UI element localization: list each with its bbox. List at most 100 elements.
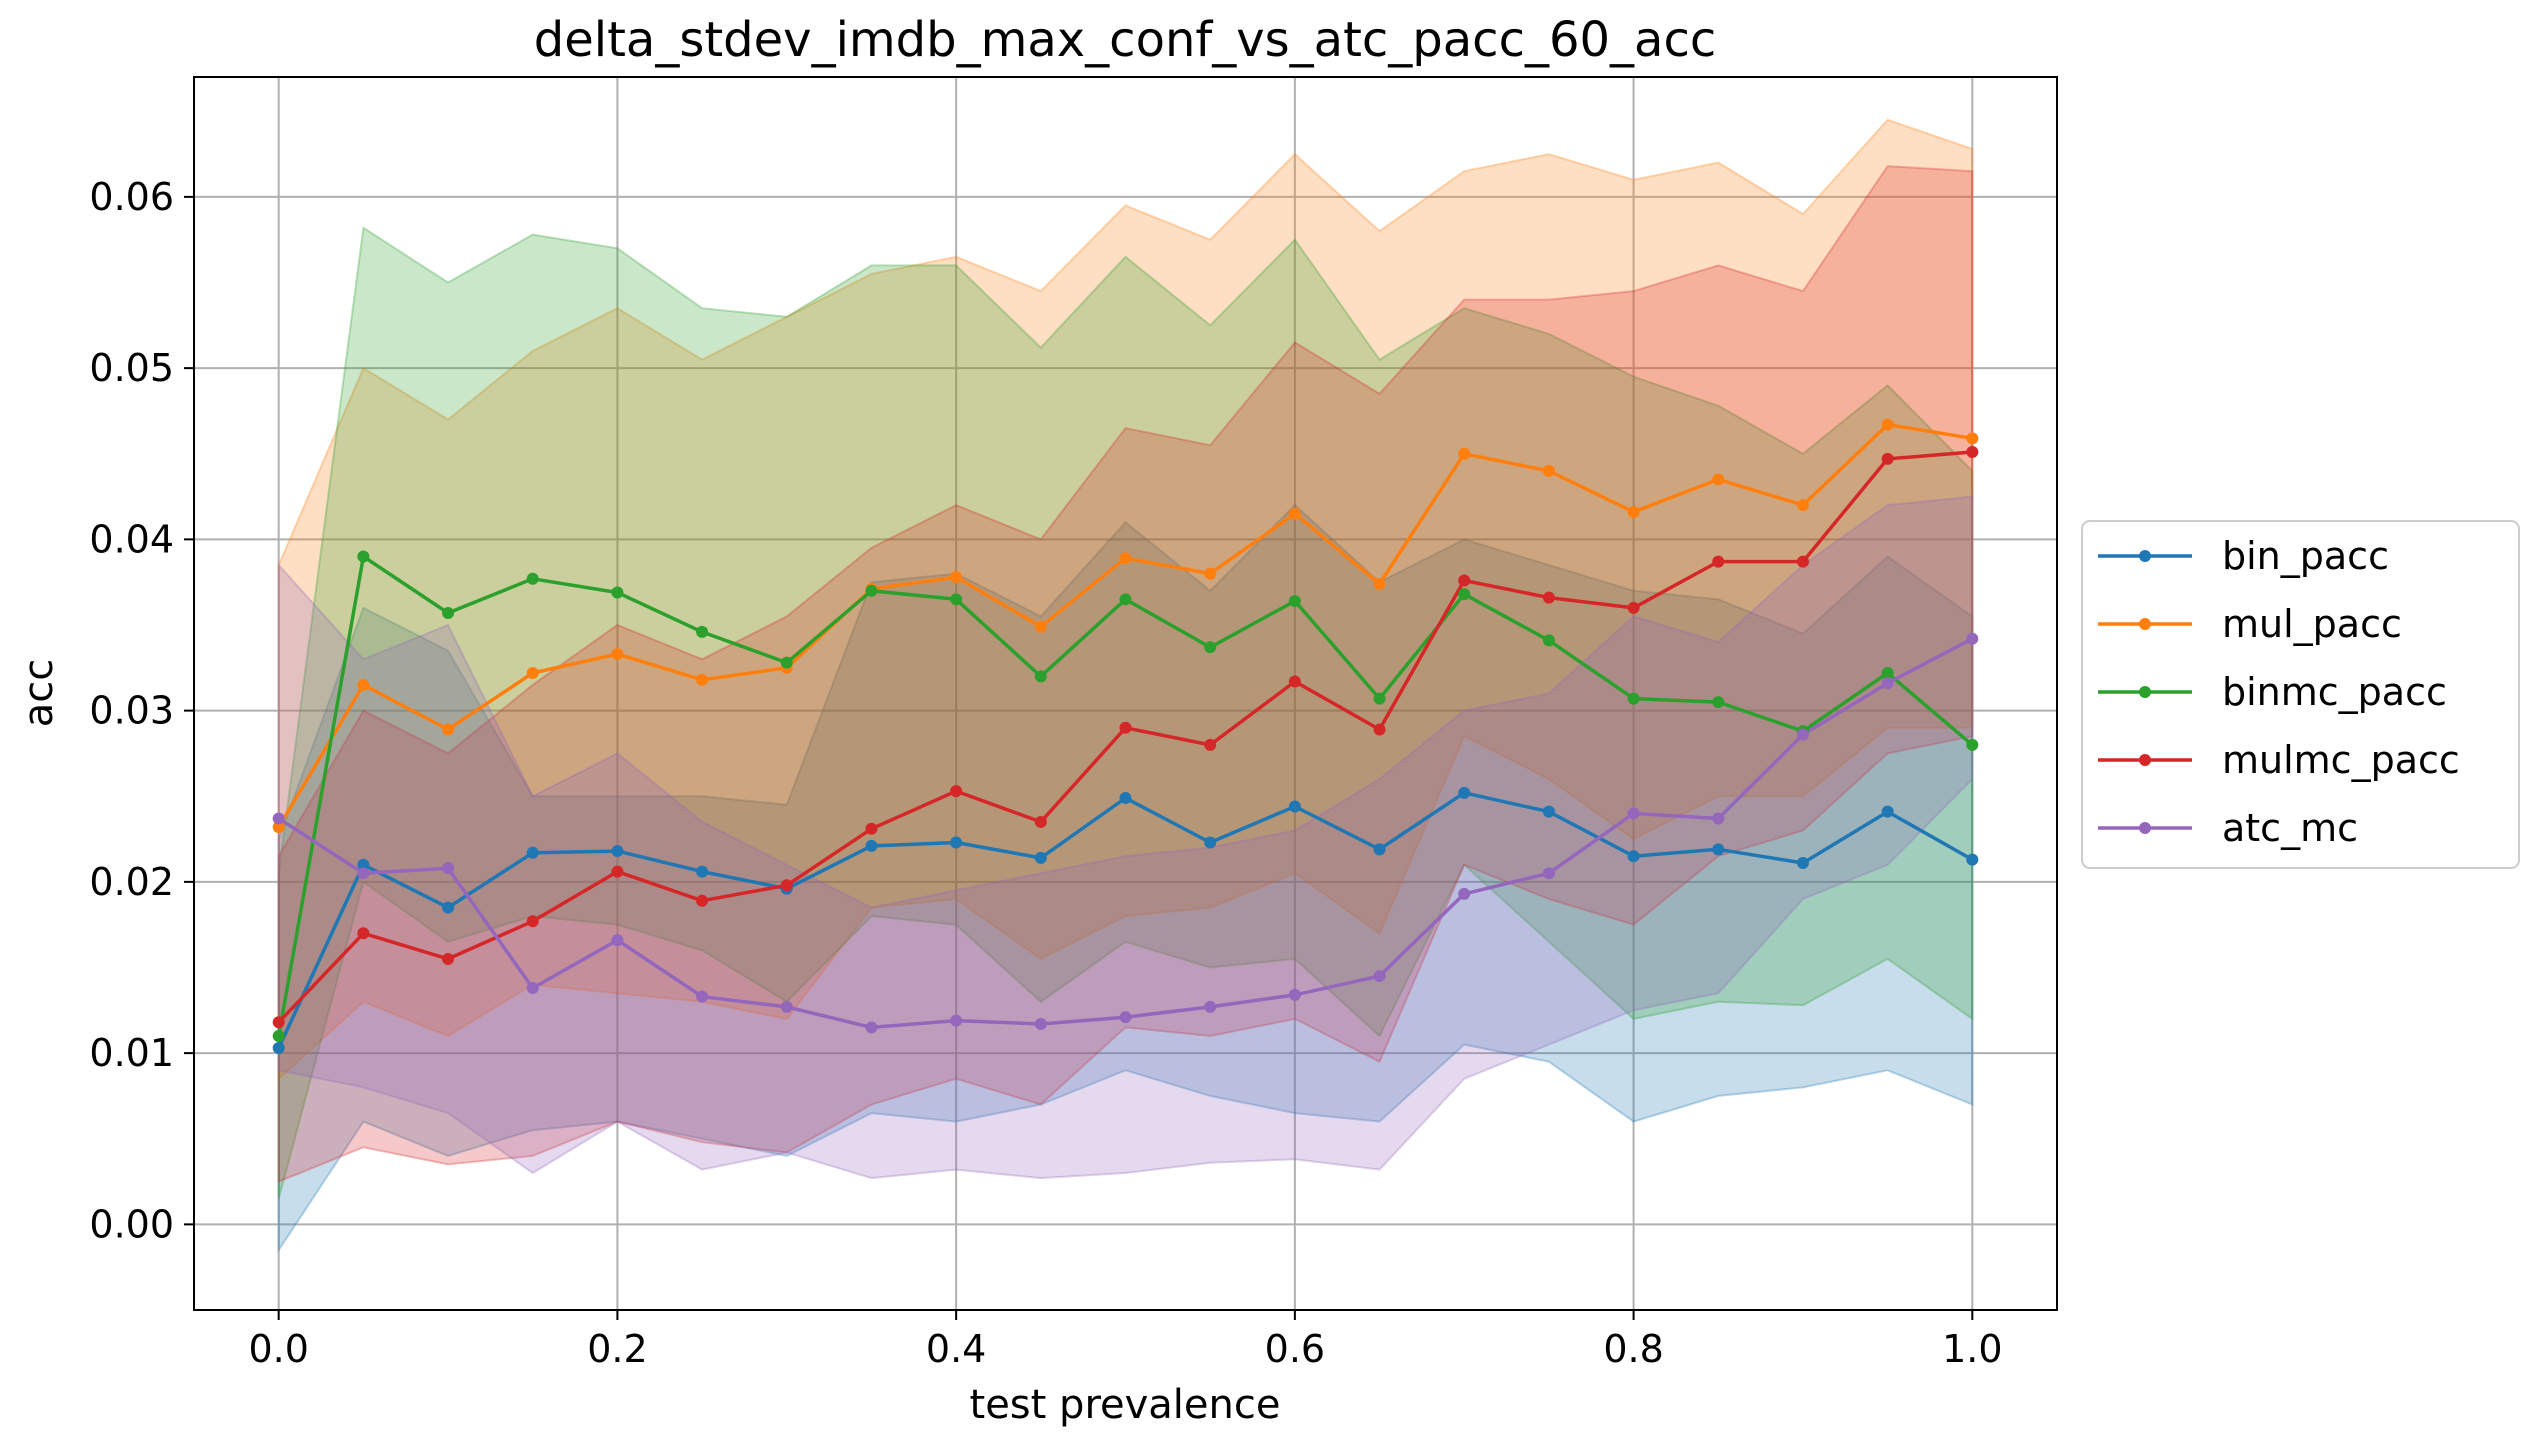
point-bin_pacc (442, 901, 455, 914)
point-mulmc_pacc (1373, 723, 1386, 736)
legend-marker-mul_pacc (2139, 618, 2151, 630)
point-mulmc_pacc (1119, 721, 1132, 734)
point-bin_pacc (1204, 836, 1217, 849)
point-atc_mc (526, 982, 539, 995)
point-binmc_pacc (1458, 588, 1471, 601)
point-binmc_pacc (1712, 696, 1725, 709)
legend-marker-binmc_pacc (2139, 686, 2151, 698)
point-bin_pacc (1458, 786, 1471, 799)
legend-label-binmc_pacc: binmc_pacc (2222, 670, 2447, 714)
band-atc_mc (277, 495, 1974, 1180)
point-atc_mc (1966, 632, 1979, 645)
point-atc_mc (442, 862, 455, 875)
point-bin_pacc (1373, 843, 1386, 856)
point-atc_mc (1288, 988, 1301, 1001)
legend: bin_pacc mul_pacc binmc_pacc mulmc_pacc atc_… (2081, 520, 2520, 869)
point-mul_pacc (611, 648, 624, 661)
legend-label-mulmc_pacc: mulmc_pacc (2222, 738, 2460, 782)
point-mulmc_pacc (696, 894, 709, 907)
point-bin_pacc (611, 845, 624, 858)
x-tick-label: 0.0 (248, 1327, 308, 1371)
point-binmc_pacc (1119, 593, 1132, 606)
point-mulmc_pacc (1712, 555, 1725, 568)
legend-label-atc_mc: atc_mc (2222, 806, 2358, 850)
point-atc_mc (357, 867, 370, 880)
point-atc_mc (1712, 812, 1725, 825)
point-bin_pacc (526, 846, 539, 859)
legend-label-bin_pacc: bin_pacc (2222, 534, 2389, 578)
point-mul_pacc (696, 673, 709, 686)
point-mulmc_pacc (526, 915, 539, 928)
point-atc_mc (1881, 677, 1894, 690)
point-mul_pacc (272, 821, 285, 834)
point-binmc_pacc (1542, 634, 1555, 647)
point-atc_mc (950, 1014, 963, 1027)
point-mulmc_pacc (611, 865, 624, 878)
x-tick-label: 1.0 (1942, 1327, 2002, 1371)
y-tick-label: 0.03 (89, 689, 174, 733)
point-mulmc_pacc (1542, 591, 1555, 604)
point-mulmc_pacc (442, 952, 455, 965)
y-tick-label: 0.00 (89, 1202, 174, 1246)
legend-marker-bin_pacc (2139, 550, 2151, 562)
point-mul_pacc (357, 678, 370, 691)
point-mul_pacc (1542, 464, 1555, 477)
point-mul_pacc (526, 666, 539, 679)
point-binmc_pacc (272, 1030, 285, 1042)
x-ticks: 0.0 0.2 0.4 0.6 0.8 1.0 (248, 1310, 2003, 1371)
point-binmc_pacc (611, 586, 624, 599)
point-mulmc_pacc (272, 1016, 285, 1029)
point-atc_mc (611, 934, 624, 947)
point-mulmc_pacc (780, 879, 793, 892)
legend-marker-mulmc_pacc (2139, 754, 2151, 766)
point-mul_pacc (1627, 505, 1640, 518)
point-atc_mc (1627, 807, 1640, 820)
point-binmc_pacc (357, 550, 370, 563)
y-tick-label: 0.01 (89, 1031, 174, 1075)
point-mul_pacc (1119, 552, 1132, 565)
point-mulmc_pacc (1881, 452, 1894, 465)
point-mul_pacc (1796, 499, 1809, 512)
point-bin_pacc (272, 1041, 285, 1054)
point-atc_mc (272, 812, 285, 825)
point-atc_mc (1542, 867, 1555, 880)
point-atc_mc (1458, 887, 1471, 900)
point-mulmc_pacc (1796, 555, 1809, 568)
legend-marker-atc_mc (2139, 822, 2151, 834)
point-binmc_pacc (1034, 670, 1047, 683)
point-mul_pacc (1204, 567, 1217, 580)
point-mulmc_pacc (357, 927, 370, 940)
point-atc_mc (1204, 1000, 1217, 1013)
y-tick-label: 0.06 (89, 175, 174, 219)
band-bin_pacc (277, 503, 1974, 1254)
plot-area (193, 76, 2058, 1311)
point-mul_pacc (950, 571, 963, 584)
point-bin_pacc (950, 836, 963, 849)
point-atc_mc (1373, 970, 1386, 983)
point-mulmc_pacc (1966, 446, 1979, 459)
point-bin_pacc (1288, 800, 1301, 813)
point-mulmc_pacc (1034, 815, 1047, 828)
point-bin_pacc (696, 865, 709, 878)
point-bin_pacc (1712, 843, 1725, 856)
y-ticks: 0.00 0.01 0.02 0.03 0.04 0.05 0.06 (89, 175, 194, 1246)
point-bin_pacc (1966, 853, 1979, 866)
point-mul_pacc (1712, 473, 1725, 486)
point-mul_pacc (1458, 447, 1471, 460)
x-tick-label: 0.2 (587, 1327, 647, 1371)
band-mulmc_pacc (277, 165, 1974, 1184)
series-markers (272, 418, 1979, 1054)
point-binmc_pacc (950, 593, 963, 606)
point-atc_mc (865, 1021, 878, 1034)
point-bin_pacc (1034, 851, 1047, 864)
point-mulmc_pacc (865, 822, 878, 835)
legend-label-mul_pacc: mul_pacc (2222, 602, 2402, 646)
point-bin_pacc (865, 839, 878, 852)
point-mul_pacc (442, 723, 455, 736)
point-mulmc_pacc (1627, 601, 1640, 614)
point-binmc_pacc (442, 607, 455, 620)
y-tick-label: 0.02 (89, 860, 174, 904)
point-binmc_pacc (865, 584, 878, 597)
point-mul_pacc (1881, 418, 1894, 431)
chart-title: delta_stdev_imdb_max_conf_vs_atc_pacc_60… (534, 12, 1716, 68)
